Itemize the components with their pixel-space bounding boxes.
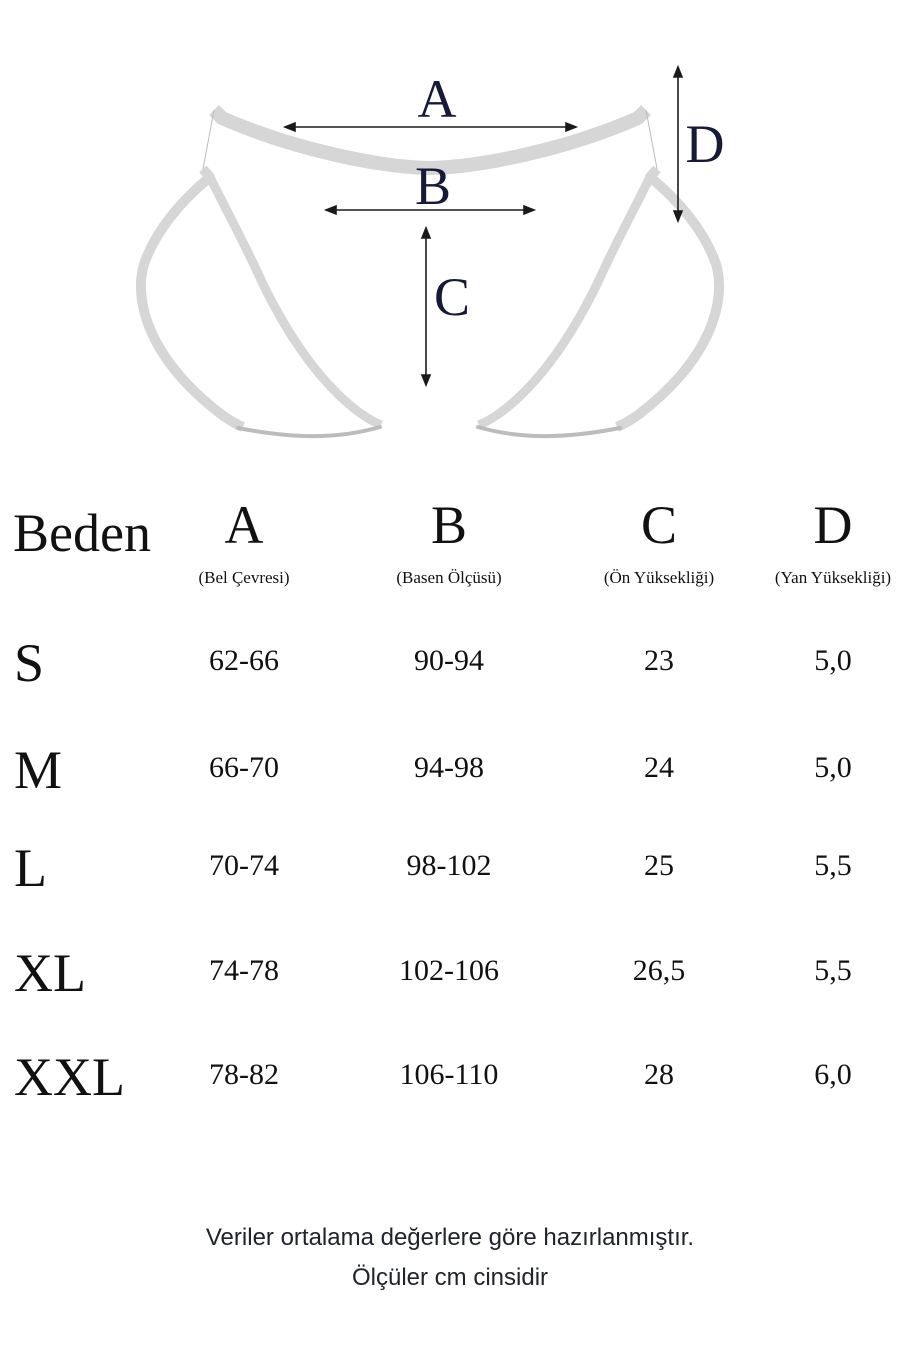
svg-text:B: B [415,156,451,216]
svg-text:D: D [686,114,725,174]
svg-text:A: A [418,69,457,129]
svg-text:C: C [434,267,470,327]
